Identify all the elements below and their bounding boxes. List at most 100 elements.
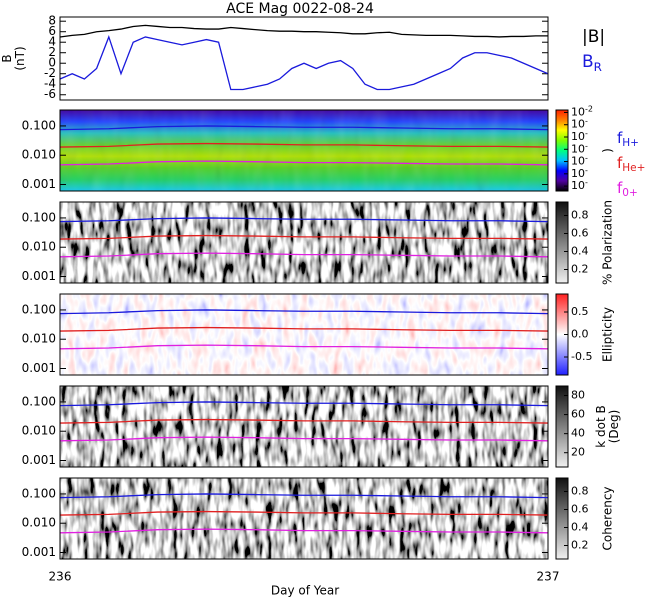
y-tick-label: 0.010 — [22, 240, 56, 254]
colorbar-tick-label: 0.8 — [571, 485, 589, 498]
legend-entry: fH+ — [617, 129, 639, 150]
y-tick-label: 0.010 — [22, 148, 56, 162]
colorbar-tick-exponent: - — [585, 141, 588, 150]
colorbar-tick-exponent: - — [585, 178, 588, 187]
colorbar-tick-exponent: -2 — [585, 104, 593, 113]
colorbar-tick-text: 0.5 — [571, 305, 589, 318]
axis-label: % Polarization — [601, 200, 615, 285]
gyrofrequency-line — [60, 234, 548, 240]
colorbar-tick-text: 40 — [571, 427, 585, 440]
colorbar-tick-text: 10 — [571, 130, 585, 143]
y-tick-label: 0.100 — [22, 118, 56, 132]
y-tick-label: 0.100 — [22, 486, 56, 500]
gyrofrequency-line — [60, 401, 548, 407]
colorbar-tick-label: 0.4 — [571, 521, 589, 534]
legend-entry: |B| — [582, 27, 605, 47]
colorbar-tick-label: 10- — [571, 141, 588, 156]
colorbar-tick-text: 10 — [571, 179, 585, 192]
colorbar-tick-label: 10- — [571, 165, 588, 180]
legend-name: f — [617, 179, 623, 197]
colorbar-tick-label: 0.6 — [571, 503, 589, 516]
colorbar-tick-text: 10 — [571, 142, 585, 155]
panel-frame — [59, 201, 549, 284]
colorbar-tick-text: 0.0 — [571, 328, 589, 341]
spectrogram — [60, 202, 548, 283]
colorbar — [555, 201, 569, 284]
y-tick-label: 0.001 — [22, 269, 56, 283]
y-tick-label: 0.001 — [22, 453, 56, 467]
colorbar-tick-text: 0.4 — [571, 521, 589, 534]
legend-name: B — [582, 52, 594, 72]
colorbar — [555, 109, 569, 192]
x-axis-label: Day of Year — [271, 584, 339, 598]
panel-frame — [59, 109, 549, 192]
axis-label: (nT) — [13, 46, 27, 70]
y-tick-label: 6 — [48, 24, 56, 38]
gyrofrequency-line — [60, 309, 548, 315]
colorbar-tick-label: 10- — [571, 116, 588, 130]
spectrogram-texture — [60, 110, 548, 191]
axis-label: k dot B — [594, 405, 608, 447]
y-tick-label: 0.100 — [22, 302, 56, 316]
gyrofrequency-line — [60, 344, 548, 350]
legend-entry: f0+ — [617, 179, 638, 200]
panel-frame — [59, 477, 549, 560]
colorbar-tick-text: 10 — [571, 167, 585, 180]
gyrofrequency-line — [60, 217, 548, 223]
gyrofrequency-line — [60, 252, 548, 258]
y-tick-label: -2 — [44, 66, 56, 80]
y-tick-label: 0 — [48, 56, 56, 70]
axis-label: Ellipticity — [601, 307, 615, 362]
colorbar — [555, 477, 569, 560]
chart-title: ACE Mag 0022-08-24 — [226, 1, 374, 17]
colorbar-tick-label: 0.0 — [571, 328, 589, 341]
colorbar-tick-text: 0.8 — [571, 485, 589, 498]
colorbar-tick-text: 60 — [571, 408, 585, 421]
colorbar-tick-label: -0.5 — [571, 350, 592, 363]
gyrofrequency-line — [60, 142, 548, 148]
colorbar-tick-label: 0.2 — [571, 539, 589, 552]
y-tick-label: 0.100 — [22, 210, 56, 224]
axis-label: Coherency — [601, 486, 615, 550]
y-tick-label: -4 — [44, 77, 56, 91]
data-line — [59, 24, 548, 38]
colorbar-tick-exponent: - — [585, 153, 588, 162]
gyrofrequency-line — [60, 528, 548, 534]
colorbar-tick-label: 40 — [571, 427, 585, 440]
y-tick-label: -6 — [44, 87, 56, 101]
colorbar-tick-text: 0.2 — [571, 539, 589, 552]
legend-subscript: He+ — [622, 162, 645, 174]
legend-subscript: R — [594, 60, 602, 74]
colorbar-tick-text: 10 — [571, 105, 585, 118]
colorbar-tick-exponent: - — [585, 129, 588, 138]
colorbar-tick-label: 0.8 — [571, 209, 589, 222]
spectrogram — [60, 294, 548, 375]
y-tick-label: 4 — [48, 35, 56, 49]
colorbar-tick-text: 0.8 — [571, 209, 589, 222]
legend-entry: fHe+ — [617, 154, 645, 175]
colorbar-tick-label: 0.6 — [571, 227, 589, 240]
panel-frame — [59, 16, 549, 101]
gyrofrequency-line — [60, 510, 548, 516]
axis-label: ) — [601, 148, 615, 153]
legend-subscript: H+ — [622, 137, 639, 149]
colorbar-tick-label: 10- — [571, 129, 588, 144]
y-tick-label: 0.010 — [22, 424, 56, 438]
x-tick-label: 237 — [537, 570, 560, 584]
colorbar-tick-label: 20 — [571, 446, 585, 459]
colorbar-tick-label: 80 — [571, 389, 585, 402]
y-tick-label: 2 — [48, 45, 56, 59]
colorbar-tick-text: 10 — [571, 155, 585, 168]
spectrogram — [60, 478, 548, 559]
gyrofrequency-line — [60, 418, 548, 424]
colorbar-tick-text: 0.4 — [571, 245, 589, 258]
colorbar-tick-label: 60 — [571, 408, 585, 421]
colorbar-tick-label: 10- — [571, 178, 588, 193]
colorbar — [555, 385, 569, 468]
legend-subscript: 0+ — [622, 187, 637, 199]
axis-label: B — [0, 54, 14, 62]
legend-name: f — [617, 154, 623, 172]
y-tick-label: 0.001 — [22, 545, 56, 559]
legend-name: f — [617, 129, 623, 147]
colorbar-tick-label: 0.2 — [571, 263, 589, 276]
